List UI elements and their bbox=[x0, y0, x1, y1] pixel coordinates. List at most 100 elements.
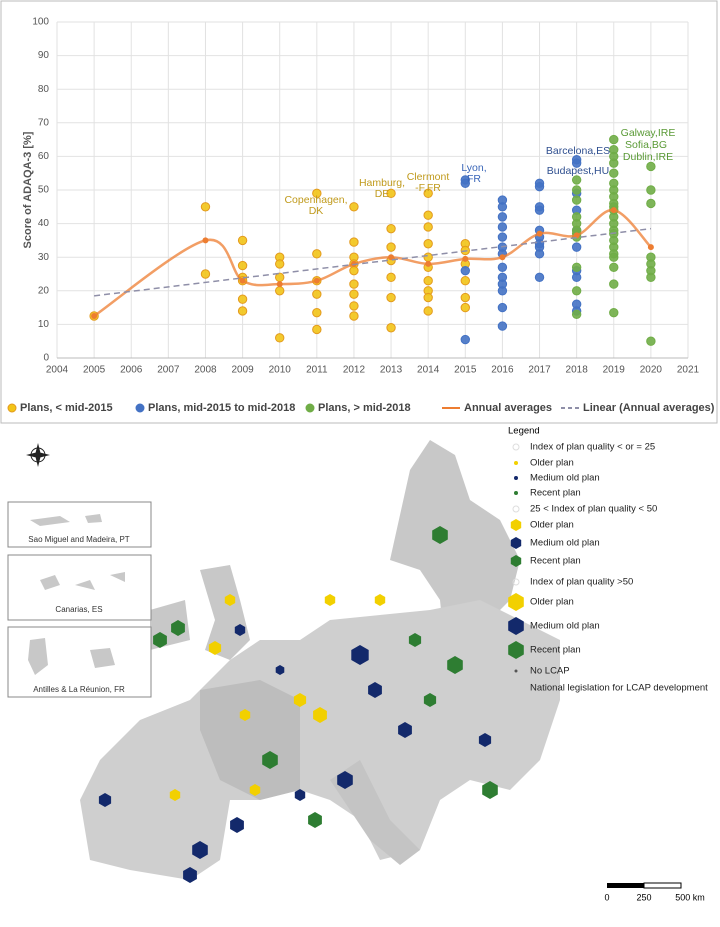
data-point bbox=[460, 302, 470, 313]
legend-label: Plans, > mid-2018 bbox=[318, 402, 411, 414]
data-point bbox=[386, 242, 396, 252]
data-point bbox=[609, 134, 619, 145]
map-symbol bbox=[398, 722, 412, 738]
map-symbol bbox=[208, 641, 222, 655]
inset-frame bbox=[7, 554, 152, 621]
data-point bbox=[386, 292, 396, 303]
annotation: Lyon, bbox=[461, 162, 486, 174]
data-point bbox=[237, 260, 248, 271]
map-symbol bbox=[368, 682, 382, 698]
map-symbol bbox=[171, 620, 185, 636]
legend-symbol bbox=[510, 537, 522, 549]
data-point bbox=[237, 235, 248, 246]
map-symbol bbox=[230, 817, 244, 833]
annotation: Hamburg, bbox=[359, 177, 405, 189]
legend-symbol bbox=[508, 641, 524, 659]
data-point bbox=[386, 223, 396, 234]
data-point bbox=[497, 262, 508, 272]
x-tick-label: 2010 bbox=[269, 365, 292, 376]
data-point bbox=[237, 306, 248, 316]
data-point bbox=[312, 289, 322, 299]
legend-label: Index of plan quality < or = 25 bbox=[530, 442, 655, 453]
map-symbol bbox=[432, 526, 448, 544]
annotation: Sofia,BG bbox=[625, 139, 667, 151]
legend-symbol bbox=[135, 403, 145, 413]
scale-label: 250 bbox=[636, 892, 651, 902]
x-tick-label: 2008 bbox=[194, 365, 217, 376]
data-point bbox=[571, 262, 582, 272]
map-symbol bbox=[169, 789, 181, 801]
data-point bbox=[460, 334, 470, 345]
data-point bbox=[571, 175, 582, 185]
data-point bbox=[312, 307, 322, 318]
average-point bbox=[573, 232, 580, 239]
legend-symbol bbox=[512, 505, 520, 513]
data-point bbox=[386, 272, 396, 283]
legend-label: Medium old plan bbox=[530, 473, 600, 484]
average-point bbox=[91, 313, 98, 319]
data-point bbox=[497, 321, 508, 331]
map-symbol bbox=[98, 793, 112, 807]
data-point bbox=[497, 302, 508, 313]
data-point bbox=[200, 269, 211, 279]
x-tick-label: 2006 bbox=[120, 365, 143, 376]
scale-bar bbox=[607, 882, 682, 889]
data-point bbox=[571, 242, 582, 252]
data-point bbox=[349, 202, 359, 212]
data-point bbox=[571, 309, 582, 320]
annotation: Clermont bbox=[407, 171, 450, 183]
legend-label: Plans, < mid-2015 bbox=[20, 402, 113, 414]
legend-symbol bbox=[514, 476, 518, 480]
x-tick-label: 2009 bbox=[231, 365, 254, 376]
legend-symbol bbox=[305, 403, 315, 413]
italy bbox=[330, 760, 420, 865]
data-point bbox=[386, 188, 396, 199]
average-point bbox=[499, 254, 506, 261]
legend-symbol bbox=[512, 443, 520, 451]
scale-label: 0 bbox=[604, 892, 609, 902]
inset-islands bbox=[40, 572, 125, 590]
average-point bbox=[462, 255, 469, 262]
x-tick-label: 2007 bbox=[157, 365, 180, 376]
y-tick-label: 90 bbox=[38, 50, 50, 61]
data-point bbox=[571, 158, 582, 168]
data-point bbox=[497, 286, 508, 296]
data-point bbox=[423, 292, 433, 303]
legend-symbol bbox=[510, 555, 522, 567]
y-tick-label: 80 bbox=[38, 84, 50, 95]
x-tick-label: 2013 bbox=[380, 365, 403, 376]
data-point bbox=[534, 249, 545, 259]
data-point bbox=[646, 336, 656, 346]
data-point bbox=[312, 324, 322, 335]
y-tick-label: 70 bbox=[38, 117, 50, 128]
inset-label: Antilles & La Réunion, FR bbox=[33, 685, 125, 694]
map-symbol bbox=[423, 693, 437, 707]
average-point bbox=[239, 277, 246, 284]
map-symbol bbox=[408, 633, 422, 647]
data-point bbox=[275, 259, 285, 269]
data-point bbox=[571, 185, 582, 195]
map-symbol bbox=[249, 784, 261, 796]
x-tick-label: 2021 bbox=[677, 365, 700, 376]
legend-label: Annual averages bbox=[464, 402, 552, 414]
y-tick-label: 0 bbox=[43, 353, 49, 364]
data-point bbox=[349, 237, 359, 247]
annotation: Barcelona,ES bbox=[546, 145, 610, 157]
data-point bbox=[275, 333, 285, 343]
data-point bbox=[646, 185, 656, 195]
legend-symbol bbox=[514, 491, 518, 495]
inset-islands bbox=[28, 638, 115, 675]
legend-label: Index of plan quality >50 bbox=[530, 577, 633, 588]
map-symbol bbox=[351, 645, 369, 665]
data-point bbox=[237, 294, 248, 304]
scale-label: 500 km bbox=[675, 892, 705, 902]
data-point bbox=[609, 307, 619, 318]
trend-line bbox=[94, 227, 651, 297]
legend-label: National legislation for LCAP developmen… bbox=[530, 683, 708, 694]
map-symbol bbox=[293, 693, 307, 707]
legend-label: Medium old plan bbox=[530, 621, 600, 632]
data-point bbox=[571, 286, 582, 296]
annotation: DK bbox=[309, 205, 324, 217]
map-symbol bbox=[153, 632, 167, 648]
